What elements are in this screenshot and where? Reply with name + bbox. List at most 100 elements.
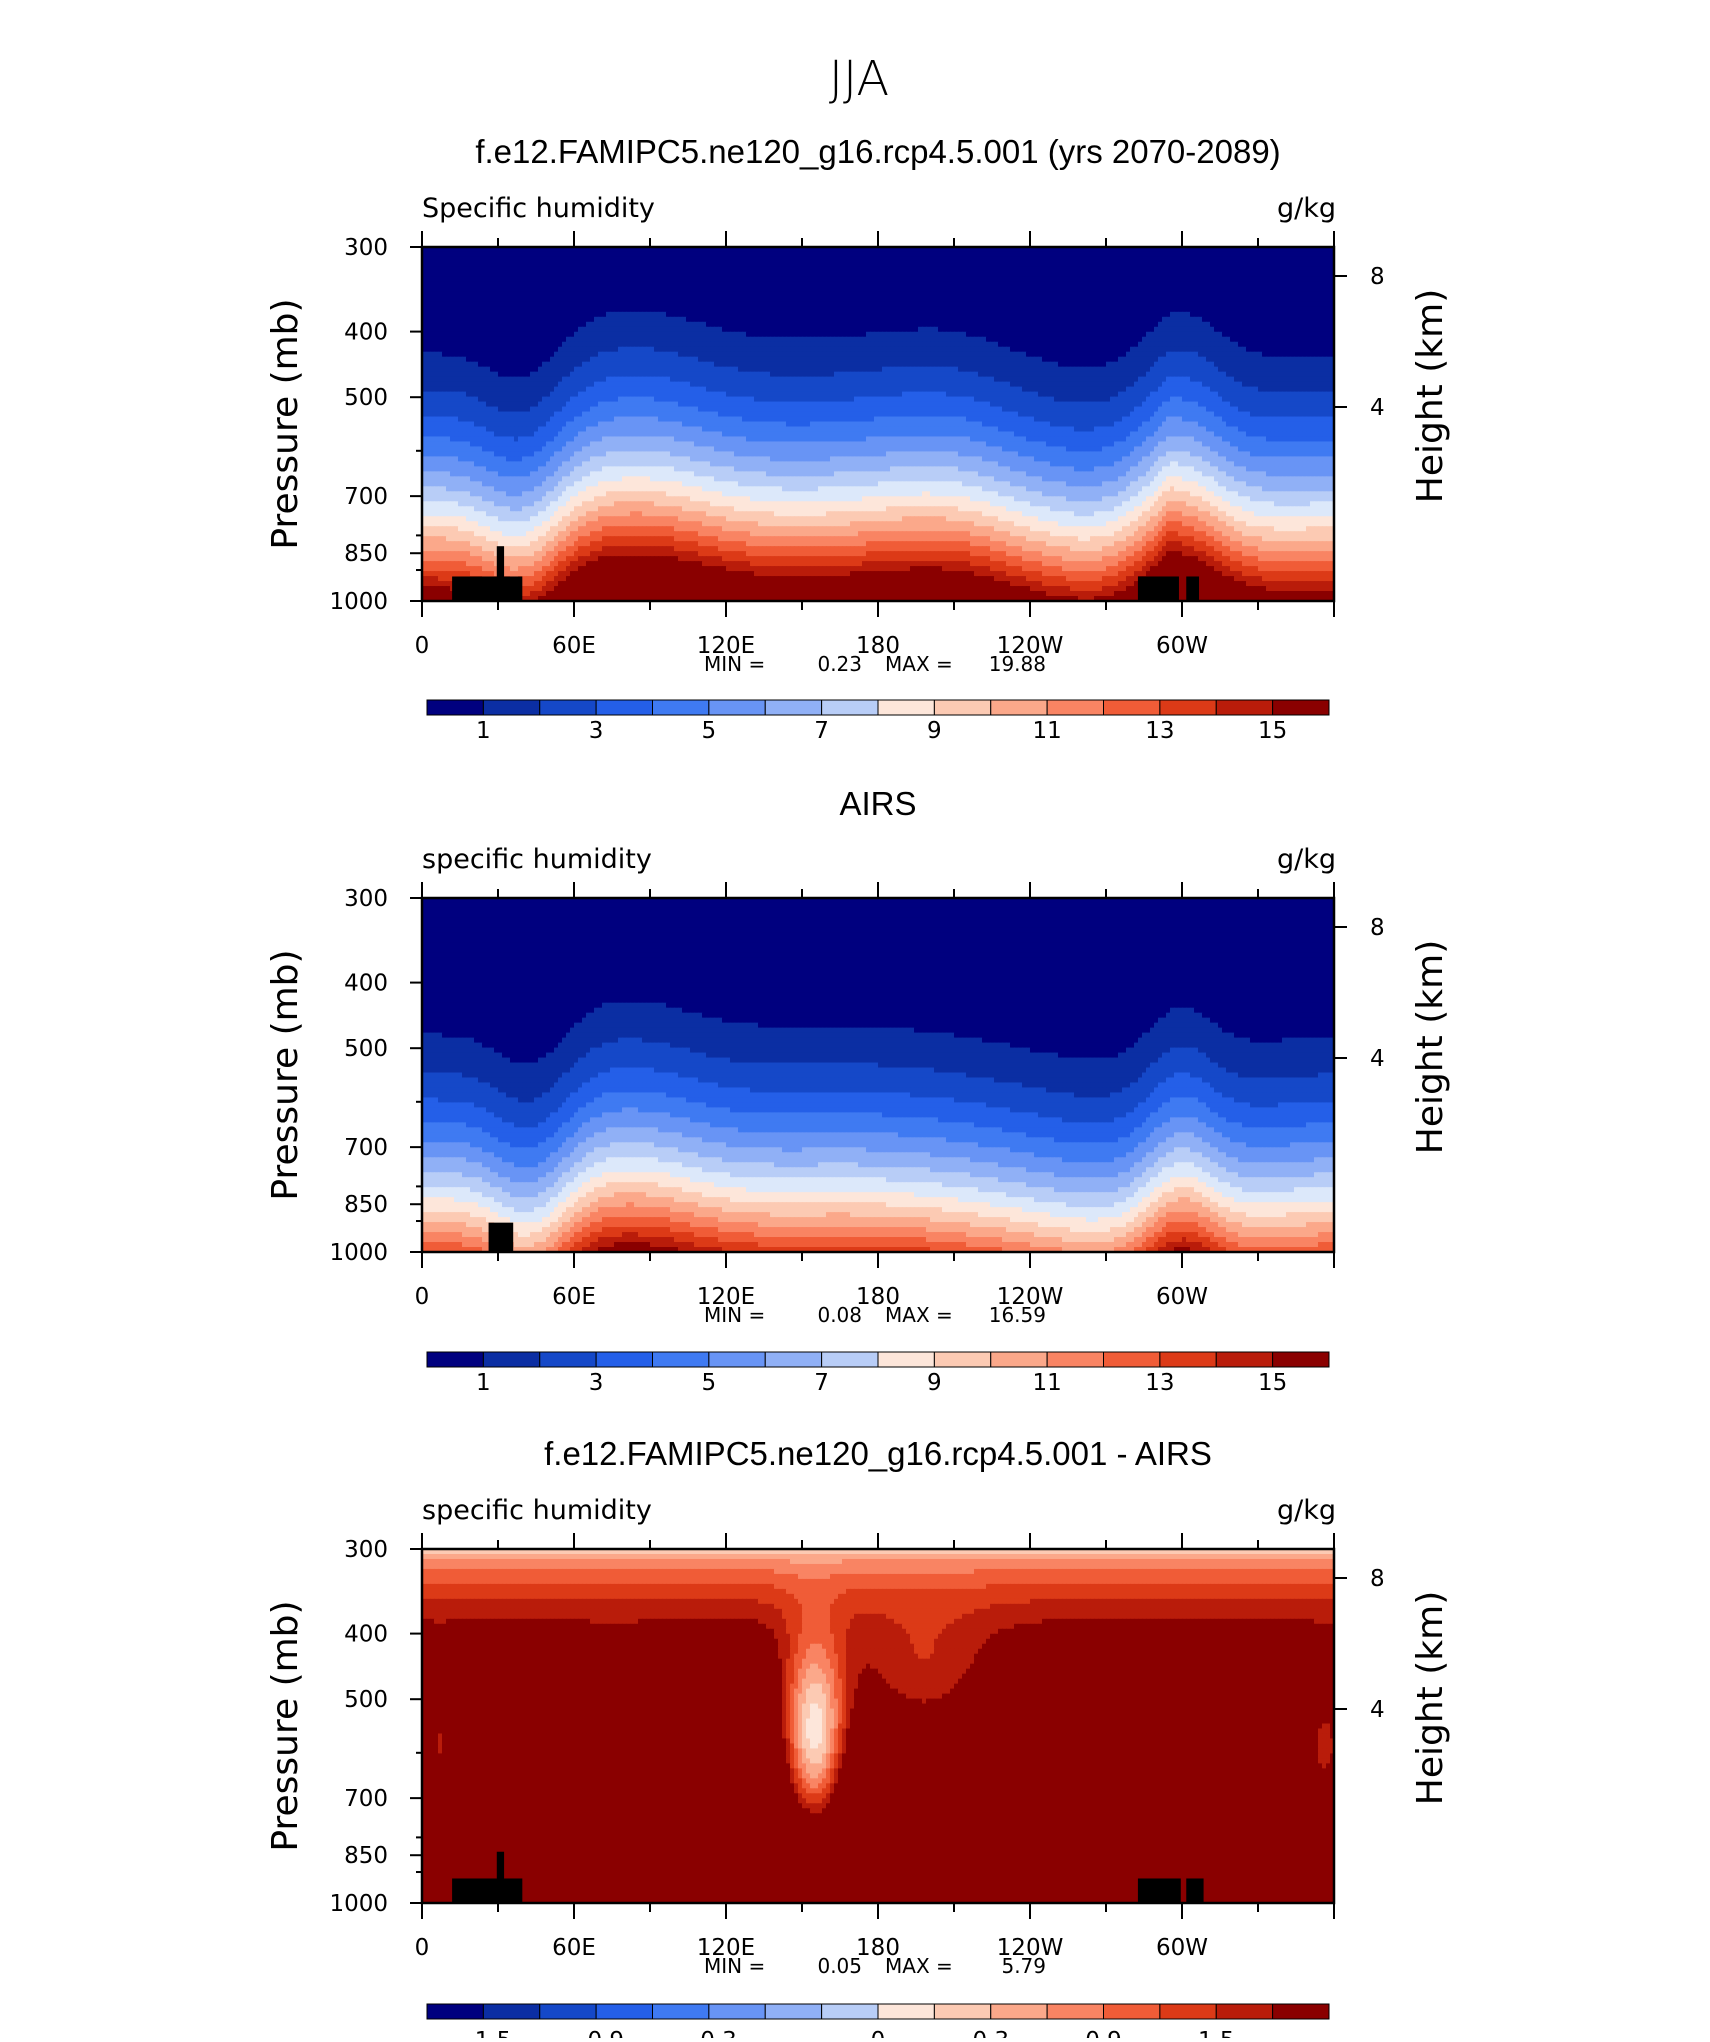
contour-cell bbox=[670, 272, 675, 278]
contour-cell bbox=[446, 277, 451, 283]
contour-cell bbox=[1006, 312, 1011, 318]
contour-cell bbox=[1042, 332, 1047, 338]
contour-cell bbox=[454, 322, 459, 328]
contour-cell bbox=[714, 282, 719, 288]
contour-cell bbox=[1206, 317, 1211, 323]
contour-cell bbox=[1090, 282, 1095, 288]
contour-cell bbox=[1294, 272, 1299, 278]
contour-cell bbox=[522, 317, 527, 323]
contour-cell bbox=[790, 332, 795, 338]
contour-cell bbox=[626, 312, 631, 318]
contour-cell bbox=[934, 317, 939, 323]
contour-cell bbox=[486, 287, 491, 293]
contour-cell bbox=[1054, 332, 1059, 338]
contour-cell bbox=[498, 312, 503, 318]
contour-cell bbox=[1310, 312, 1315, 318]
contour-cell bbox=[1126, 292, 1131, 298]
contour-cell bbox=[486, 252, 491, 258]
contour-cell bbox=[438, 277, 443, 283]
contour-cell bbox=[702, 327, 707, 333]
contour-cell bbox=[738, 262, 743, 268]
contour-cell bbox=[1214, 282, 1219, 288]
contour-cell bbox=[1234, 292, 1239, 298]
contour-cell bbox=[1014, 282, 1019, 288]
contour-cell bbox=[702, 287, 707, 293]
contour-cell bbox=[650, 257, 655, 263]
contour-cell bbox=[882, 297, 887, 303]
contour-cell bbox=[794, 332, 799, 338]
contour-cell bbox=[814, 282, 819, 288]
contour-cell bbox=[982, 272, 987, 278]
contour-cell bbox=[742, 282, 747, 288]
contour-cell bbox=[698, 332, 703, 338]
contour-cell bbox=[630, 312, 635, 318]
contour-cell bbox=[1082, 327, 1087, 333]
contour-cell bbox=[722, 317, 727, 323]
contour-cell bbox=[1254, 332, 1259, 338]
contour-cell bbox=[1122, 272, 1127, 278]
contour-cell bbox=[658, 267, 663, 273]
contour-cell bbox=[566, 272, 571, 278]
contour-cell bbox=[926, 332, 931, 338]
contour-cell bbox=[834, 322, 839, 328]
contour-cell bbox=[1142, 322, 1147, 328]
contour-cell bbox=[1070, 287, 1075, 293]
contour-cell bbox=[978, 252, 983, 258]
contour-cell bbox=[698, 327, 703, 333]
contour-cell bbox=[634, 297, 639, 303]
contour-cell bbox=[1134, 262, 1139, 268]
contour-cell bbox=[774, 302, 779, 308]
contour-cell bbox=[782, 317, 787, 323]
contour-cell bbox=[1222, 277, 1227, 283]
contour-cell bbox=[854, 287, 859, 293]
contour-cell bbox=[686, 282, 691, 288]
contour-cell bbox=[1058, 272, 1063, 278]
contour-cell bbox=[1206, 262, 1211, 268]
contour-cell bbox=[1134, 317, 1139, 323]
contour-cell bbox=[1282, 272, 1287, 278]
contour-cell bbox=[1214, 307, 1219, 313]
contour-cell bbox=[934, 297, 939, 303]
contour-cell bbox=[1262, 322, 1267, 328]
contour-cell bbox=[794, 327, 799, 333]
contour-cell bbox=[966, 307, 971, 313]
contour-cell bbox=[666, 277, 671, 283]
contour-cell bbox=[1078, 287, 1083, 293]
contour-cell bbox=[1086, 262, 1091, 268]
contour-cell bbox=[658, 312, 663, 318]
contour-cell bbox=[522, 272, 527, 278]
contour-cell bbox=[1062, 262, 1067, 268]
contour-cell bbox=[1258, 332, 1263, 338]
contour-cell bbox=[466, 332, 471, 338]
contour-cell bbox=[602, 267, 607, 273]
contour-cell bbox=[1302, 332, 1307, 338]
contour-cell bbox=[894, 322, 899, 328]
contour-cell bbox=[1150, 292, 1155, 298]
contour-cell bbox=[570, 332, 575, 338]
contour-cell bbox=[890, 257, 895, 263]
contour-cell bbox=[910, 282, 915, 288]
contour-cell bbox=[1090, 277, 1095, 283]
contour-cell bbox=[714, 292, 719, 298]
contour-cell bbox=[598, 282, 603, 288]
contour-cell bbox=[1130, 282, 1135, 288]
contour-cell bbox=[1234, 282, 1239, 288]
contour-cell bbox=[682, 317, 687, 323]
contour-cell bbox=[642, 327, 647, 333]
contour-cell bbox=[682, 262, 687, 268]
contour-cell bbox=[754, 327, 759, 333]
contour-cell bbox=[922, 257, 927, 263]
contour-cell bbox=[678, 317, 683, 323]
contour-cell bbox=[762, 322, 767, 328]
contour-cell bbox=[618, 287, 623, 293]
contour-cell bbox=[1162, 282, 1167, 288]
contour-cell bbox=[938, 327, 943, 333]
contour-cell bbox=[1302, 252, 1307, 258]
contour-cell bbox=[1094, 322, 1099, 328]
contour-cell bbox=[674, 322, 679, 328]
contour-cell bbox=[1142, 327, 1147, 333]
contour-cell bbox=[618, 307, 623, 313]
contour-cell bbox=[1210, 297, 1215, 303]
contour-cell bbox=[430, 297, 435, 303]
contour-cell bbox=[710, 287, 715, 293]
